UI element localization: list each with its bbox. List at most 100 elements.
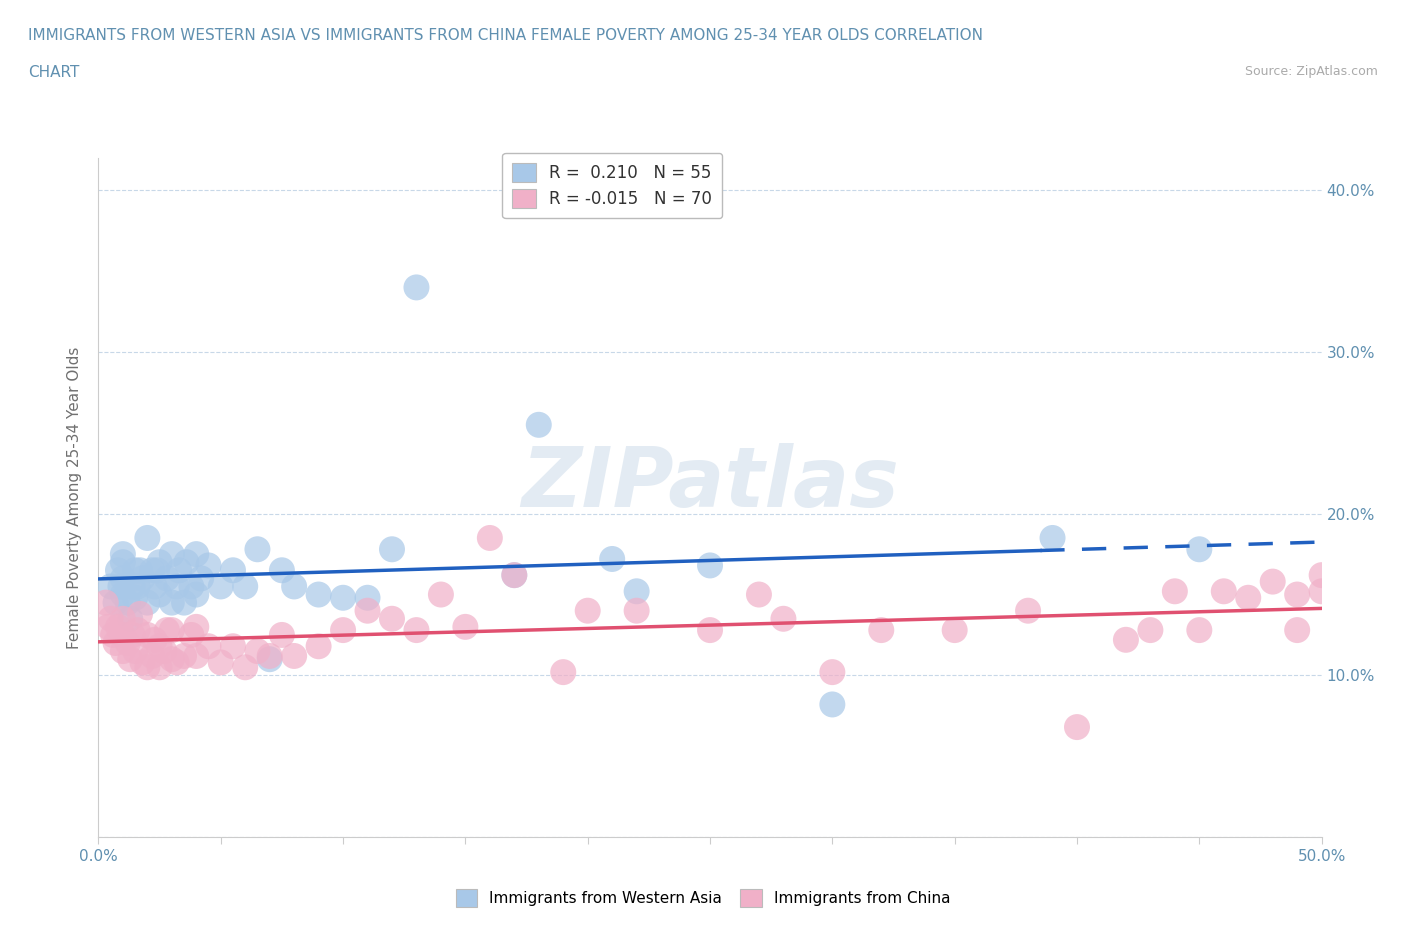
Point (527, 418, 550, 432)
Point (107, 619, 129, 634)
Point (356, 591, 378, 605)
Point (111, 628, 134, 643)
Point (283, 648, 305, 663)
Point (1188, 542, 1211, 557)
Point (100, 579, 122, 594)
Point (104, 635, 127, 650)
Point (100, 611, 122, 626)
Point (129, 606, 152, 621)
Point (160, 652, 183, 667)
Y-axis label: Female Poverty Among 25-34 Year Olds: Female Poverty Among 25-34 Year Olds (67, 346, 83, 649)
Point (120, 611, 142, 626)
Point (160, 623, 183, 638)
Point (104, 595, 127, 610)
Point (149, 555, 172, 570)
Point (197, 558, 219, 573)
Point (283, 579, 305, 594)
Point (111, 571, 134, 586)
Point (1139, 623, 1161, 638)
Point (180, 579, 202, 594)
Point (1066, 720, 1088, 735)
Point (136, 530, 159, 545)
Point (626, 584, 648, 599)
Point (381, 611, 404, 626)
Point (1212, 584, 1234, 599)
Point (146, 563, 169, 578)
Point (111, 555, 134, 570)
Point (699, 558, 721, 573)
Point (143, 579, 166, 594)
Point (101, 628, 124, 643)
Point (1261, 574, 1284, 589)
Point (1115, 632, 1137, 647)
Point (430, 587, 453, 602)
Point (173, 595, 195, 610)
Point (626, 604, 648, 618)
Point (1286, 623, 1309, 638)
Point (270, 563, 294, 578)
Point (209, 579, 232, 594)
Point (136, 660, 159, 675)
Point (1310, 584, 1333, 599)
Point (1042, 530, 1064, 545)
Point (943, 623, 966, 638)
Text: CHART: CHART (28, 65, 80, 80)
Point (870, 623, 893, 638)
Point (209, 655, 232, 670)
Point (699, 623, 721, 638)
Point (127, 579, 149, 594)
Point (1286, 587, 1309, 602)
Point (186, 648, 208, 663)
Point (166, 655, 188, 670)
Point (222, 639, 245, 654)
Text: ZIPatlas: ZIPatlas (522, 444, 898, 525)
Point (332, 591, 354, 605)
Point (117, 595, 139, 610)
Point (503, 567, 526, 582)
Point (166, 579, 188, 594)
Point (553, 665, 575, 680)
Point (149, 660, 172, 675)
Point (356, 604, 378, 618)
Point (127, 623, 149, 638)
Point (186, 619, 208, 634)
Point (197, 639, 219, 654)
Legend: Immigrants from Western Asia, Immigrants from China: Immigrants from Western Asia, Immigrants… (450, 884, 956, 913)
Point (180, 628, 202, 643)
Point (259, 652, 281, 667)
Point (173, 648, 195, 663)
Point (121, 628, 143, 643)
Point (121, 579, 143, 594)
Point (141, 648, 163, 663)
Point (124, 644, 146, 658)
Point (246, 644, 269, 658)
Point (821, 697, 844, 711)
Point (176, 555, 198, 570)
Point (120, 652, 142, 667)
Point (141, 563, 163, 578)
Point (117, 635, 139, 650)
Point (600, 551, 623, 566)
Point (149, 587, 172, 602)
Point (149, 639, 172, 654)
Point (233, 579, 256, 594)
Point (270, 628, 294, 643)
Point (1310, 567, 1333, 582)
Point (153, 644, 176, 658)
Point (1188, 623, 1211, 638)
Point (111, 611, 134, 626)
Point (124, 591, 146, 605)
Point (97, 619, 120, 634)
Legend: R =  0.210   N = 55, R = -0.015   N = 70: R = 0.210 N = 55, R = -0.015 N = 70 (502, 153, 721, 218)
Point (110, 579, 132, 594)
Point (1237, 591, 1260, 605)
Point (381, 542, 404, 557)
Point (222, 563, 245, 578)
Text: IMMIGRANTS FROM WESTERN ASIA VS IMMIGRANTS FROM CHINA FEMALE POVERTY AMONG 25-34: IMMIGRANTS FROM WESTERN ASIA VS IMMIGRAN… (28, 28, 983, 43)
Point (332, 623, 354, 638)
Text: Source: ZipAtlas.com: Source: ZipAtlas.com (1244, 65, 1378, 78)
Point (111, 587, 134, 602)
Point (308, 587, 330, 602)
Point (821, 665, 844, 680)
Point (772, 611, 794, 626)
